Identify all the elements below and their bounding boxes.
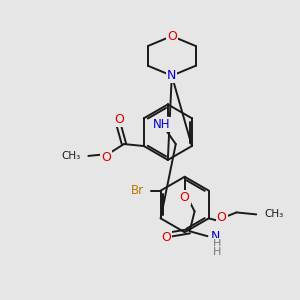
Text: H: H	[213, 247, 222, 257]
Text: N: N	[210, 230, 220, 243]
Text: O: O	[114, 113, 124, 126]
Text: CH₃: CH₃	[61, 151, 80, 161]
Text: O: O	[217, 211, 226, 224]
Text: NH: NH	[153, 118, 171, 131]
Text: H: H	[213, 239, 222, 249]
Text: Br: Br	[131, 184, 144, 197]
Text: O: O	[161, 231, 171, 244]
Text: O: O	[167, 30, 177, 43]
Text: N: N	[167, 69, 176, 82]
Text: O: O	[101, 152, 111, 164]
Text: O: O	[180, 191, 190, 204]
Text: CH₃: CH₃	[264, 209, 284, 219]
